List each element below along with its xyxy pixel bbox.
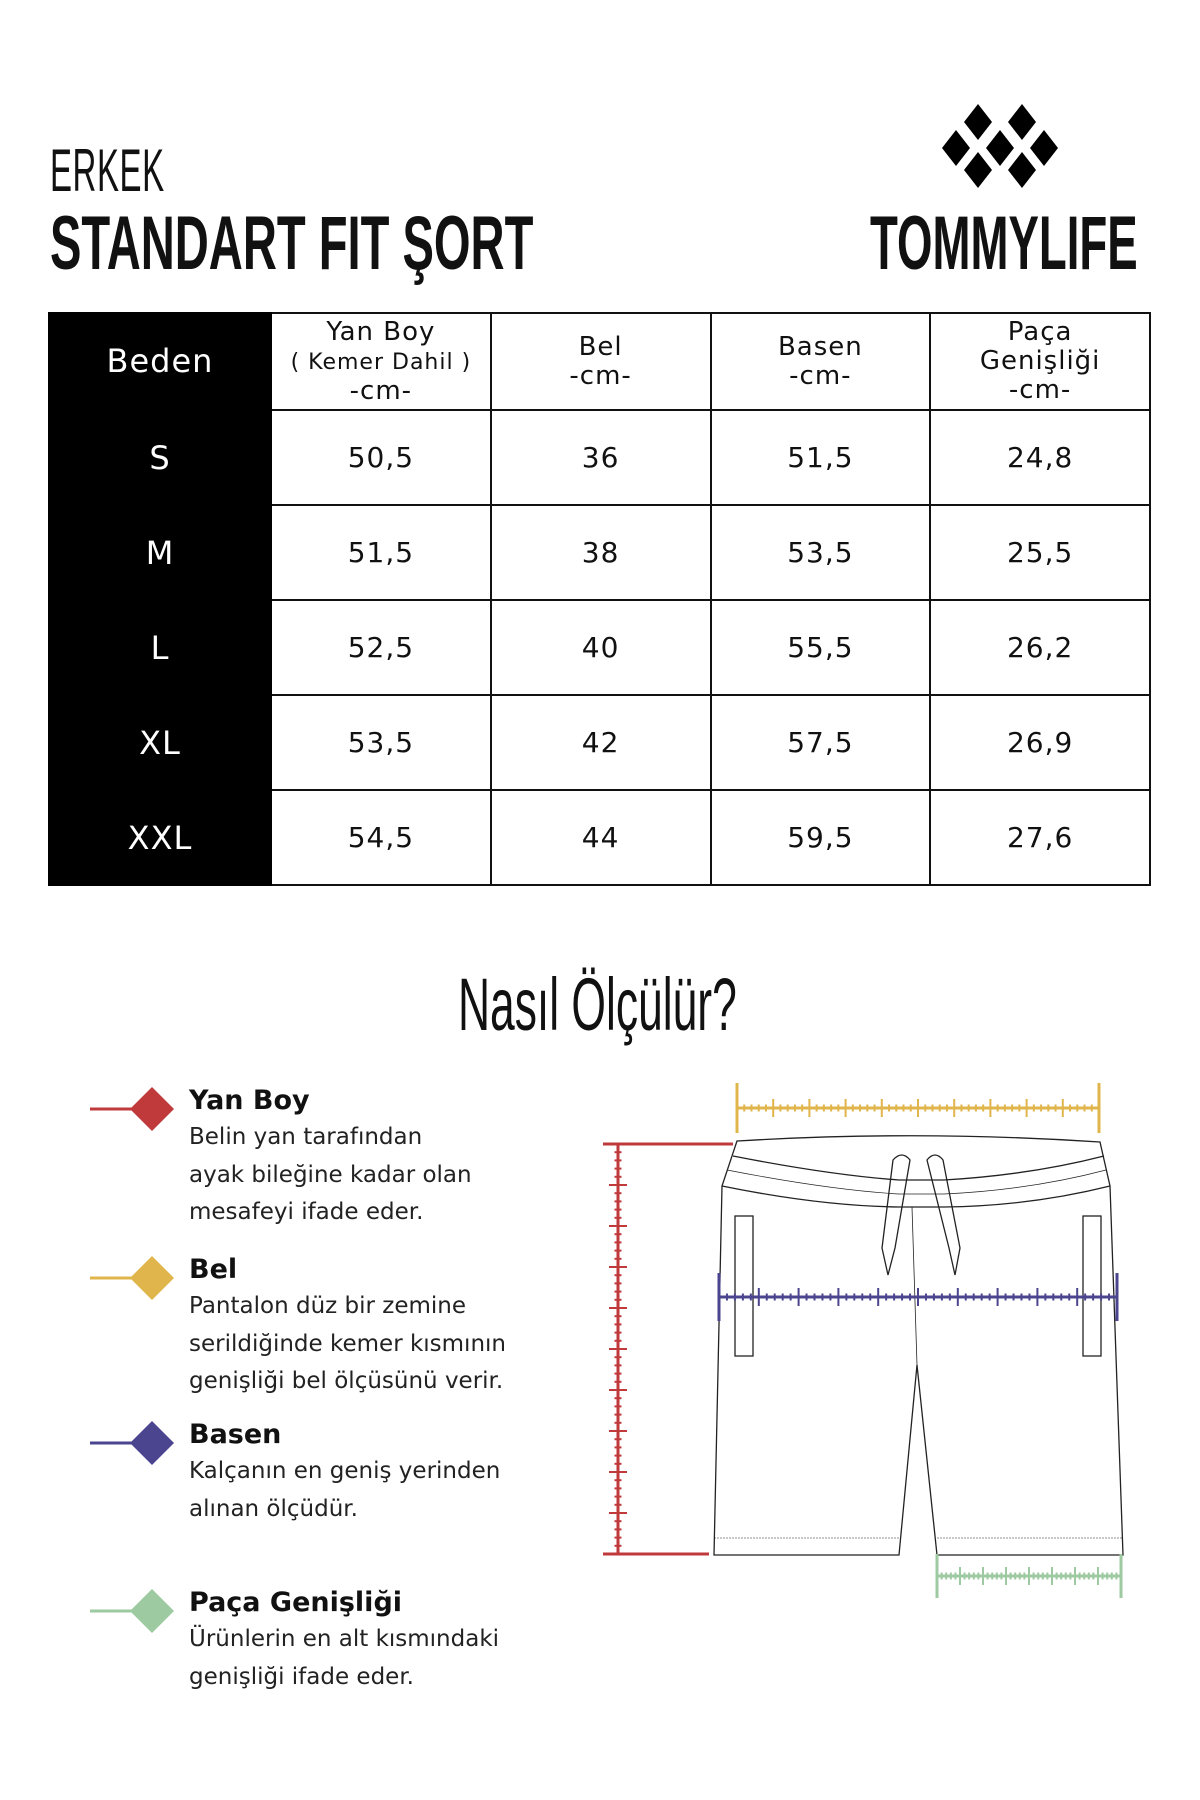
legend-text: serildiğinde kemer kısmının — [189, 1330, 506, 1357]
measure-cell: 42 — [489, 694, 712, 791]
measure-cell: 52,5 — [270, 599, 492, 696]
measure-cell: 25,5 — [929, 504, 1151, 601]
legend-diamond-icon — [90, 1256, 174, 1300]
table-row: XXL 54,5 44 59,5 27,6 — [48, 789, 1151, 886]
legend-title: Basen — [189, 1419, 282, 1450]
legend-item: Bel Pantalon düz bir zemine serildiğinde k… — [189, 1252, 559, 1401]
legend-text: Pantalon düz bir zemine — [189, 1293, 467, 1319]
legend-text: Ürünlerin en alt kısmındaki — [189, 1626, 500, 1652]
table-row: L 52,5 40 55,5 26,2 — [48, 599, 1151, 696]
measure-cell: 38 — [489, 504, 712, 601]
legend-title: Paça Genişliği — [189, 1587, 403, 1618]
measure-cell: 51,5 — [270, 504, 492, 601]
measure-cell: 26,2 — [929, 599, 1151, 696]
legend-item: Paça Genişliği Ürünlerin en alt kısmındak… — [189, 1585, 559, 1696]
measure-cell: 50,5 — [270, 409, 492, 506]
size-cell: XXL — [48, 789, 272, 886]
legend-text: Belin yan tarafından — [189, 1124, 423, 1150]
col-header-paca: Paça Genişliği -cm- — [929, 312, 1151, 411]
col-header-yan-boy: Yan Boy( Kemer Dahil ) -cm- — [270, 312, 492, 411]
legend-text: mesafeyi ifade eder. — [189, 1199, 424, 1225]
table-row: XL 53,5 42 57,5 26,9 — [48, 694, 1151, 791]
table-row: S 50,5 36 51,5 24,8 — [48, 409, 1151, 506]
guide-title: Nasıl Ölçülür? — [458, 963, 737, 1046]
col-header-bel: Bel -cm- — [489, 312, 712, 411]
page-title: STANDART FIT ŞORT — [50, 201, 534, 286]
size-table: Beden Yan Boy( Kemer Dahil ) -cm- Bel -cm-… — [48, 312, 1151, 886]
legend-item: Yan Boy Belin yan tarafından ayak bileğine… — [189, 1083, 559, 1232]
table-row: M 51,5 38 53,5 25,5 — [48, 504, 1151, 601]
side-length-ruler — [609, 1143, 627, 1555]
legend-title: Bel — [189, 1254, 238, 1285]
legend-item: Basen Kalçanın en geniş yerinden alınan öl… — [189, 1417, 559, 1528]
measure-cell: 51,5 — [709, 409, 932, 506]
size-header: Beden — [48, 312, 272, 411]
legend-diamond-icon — [90, 1087, 174, 1131]
shorts-outline — [713, 1135, 1124, 1556]
measure-cell: 36 — [489, 409, 712, 506]
brand-name: TOMMYLIFE — [870, 201, 1138, 286]
measure-cell: 59,5 — [709, 789, 932, 886]
size-cell: M — [48, 504, 272, 601]
measure-cell: 27,6 — [929, 789, 1151, 886]
legend-text: alınan ölçüdür. — [189, 1495, 358, 1522]
legend-text: genişliği bel ölçüsünü verir. — [189, 1368, 504, 1394]
legend-text: genişliği ifade eder. — [189, 1663, 414, 1690]
legend-diamond-icon — [90, 1421, 174, 1465]
category-label: ERKEK — [50, 137, 165, 204]
measure-cell: 40 — [489, 599, 712, 696]
hip-ruler — [717, 1273, 1119, 1321]
measure-cell: 24,8 — [929, 409, 1151, 506]
waist-ruler — [735, 1083, 1101, 1133]
measure-cell: 26,9 — [929, 694, 1151, 791]
table-header-row: Beden Yan Boy( Kemer Dahil ) -cm- Bel -cm-… — [48, 312, 1151, 411]
measure-cell: 55,5 — [709, 599, 932, 696]
brand-logo-icon — [942, 104, 1058, 188]
legend-title: Yan Boy — [189, 1085, 310, 1116]
legend-text: ayak bileğine kadar olan — [189, 1161, 472, 1188]
size-cell: L — [48, 599, 272, 696]
legend-text: Kalçanın en geniş yerinden — [189, 1458, 501, 1484]
measure-cell: 54,5 — [270, 789, 492, 886]
size-cell: S — [48, 409, 272, 506]
side-length-ends — [603, 1142, 733, 1556]
size-cell: XL — [48, 694, 272, 791]
measure-cell: 53,5 — [270, 694, 492, 791]
measure-cell: 44 — [489, 789, 712, 886]
legend-diamond-icon — [90, 1589, 174, 1633]
col-header-basen: Basen -cm- — [709, 312, 932, 411]
hem-ruler — [935, 1554, 1123, 1598]
measure-cell: 57,5 — [709, 694, 932, 791]
measure-cell: 53,5 — [709, 504, 932, 601]
